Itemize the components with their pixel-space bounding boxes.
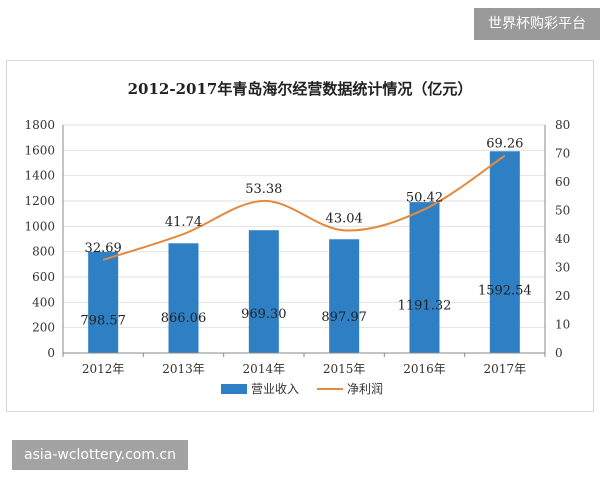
chart-frame: 2012-2017年青岛海尔经营数据统计情况（亿元） 0 200 400 600 800… (6, 60, 594, 412)
grid-layer (63, 124, 545, 354)
x-tick-label: 2017年 (484, 362, 527, 376)
bar-layer (88, 151, 520, 353)
legend-label-revenue: 营业收入 (251, 382, 299, 396)
y2-tick-label: 20 (555, 289, 570, 303)
line-value-label: 69.26 (486, 137, 523, 152)
x-tick-label: 2016年 (403, 362, 446, 376)
x-tick-label: 2013年 (162, 362, 205, 376)
legend: 营业收入 净利润 (221, 382, 383, 396)
label-layer: 798.57 866.06 969.30 897.97 1191.32 1592.54 32… (80, 137, 531, 329)
y2-tick-label: 40 (555, 232, 570, 246)
bar-value-label: 969.30 (241, 307, 287, 322)
bar-value-label: 1592.54 (478, 283, 532, 298)
line-value-label: 50.42 (406, 190, 443, 205)
x-tick-label: 2014年 (243, 362, 286, 376)
bar-value-label: 798.57 (80, 314, 126, 329)
chart-svg: 2012-2017年青岛海尔经营数据统计情况（亿元） 0200400600800… (24, 80, 570, 396)
bar-value-label: 1191.32 (398, 299, 452, 314)
y-tick-label: 1600 (24, 143, 55, 157)
y-tick-label: 1000 (24, 219, 55, 233)
y-tick-label: 400 (32, 295, 55, 309)
chart-title: 2012-2017年青岛海尔经营数据统计情况（亿元） (128, 80, 473, 98)
bar (409, 202, 440, 353)
line-value-label: 32.69 (85, 241, 122, 256)
line-value-label: 53.38 (245, 182, 282, 197)
y-tick-label: 1400 (24, 169, 55, 183)
y2-tick-label: 0 (555, 346, 563, 360)
site-badge: 世界杯购彩平台 (474, 8, 600, 40)
x-tick-label: 2015年 (323, 362, 366, 376)
y2-tick-label: 50 (555, 204, 570, 218)
y2-tick-label: 10 (555, 318, 570, 332)
y-tick-label: 1800 (24, 118, 55, 132)
y-tick-label: 600 (32, 270, 55, 284)
bar (168, 243, 199, 353)
legend-swatch-revenue (221, 384, 247, 394)
bar (88, 251, 119, 353)
y2-tick-label: 60 (555, 175, 570, 189)
y-tick-label: 200 (32, 321, 55, 335)
y2-tick-label: 70 (555, 147, 570, 161)
domain-badge: asia-wclottery.com.cn (12, 440, 189, 470)
bar-value-label: 866.06 (161, 311, 207, 326)
legend-label-profit: 净利润 (347, 382, 383, 396)
profit-line (102, 154, 506, 261)
bar (248, 230, 279, 353)
y-tick-label: 0 (47, 346, 55, 360)
bar-value-label: 897.97 (321, 310, 367, 325)
y2-tick-label: 80 (555, 118, 570, 132)
line-value-label: 43.04 (326, 211, 363, 226)
x-tick-label: 2012年 (82, 362, 125, 376)
bar (489, 151, 520, 353)
y-tick-label: 800 (32, 245, 55, 259)
line-value-label: 41.74 (165, 215, 202, 230)
bar (329, 239, 360, 353)
line-layer (102, 154, 506, 261)
y-tick-label: 1200 (24, 194, 55, 208)
axis-layer: 0 200 400 600 800 1000 1200 1400 1600 1800 0 10 20 30… (24, 118, 570, 376)
y2-tick-label: 30 (555, 261, 570, 275)
